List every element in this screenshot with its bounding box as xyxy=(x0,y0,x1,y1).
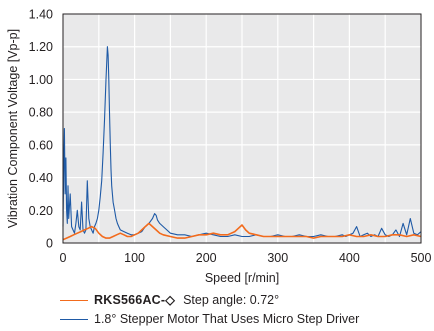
x-tick-label: 500 xyxy=(411,251,432,265)
x-tick-label: 0 xyxy=(60,251,67,265)
y-tick-label: 0.60 xyxy=(29,138,53,152)
legend: RKS566AC-◇ Step angle: 0.72° 1.8° Steppe… xyxy=(60,291,359,329)
x-axis-label: Speed [r/min] xyxy=(205,271,279,285)
y-tick-label: 0 xyxy=(46,237,53,251)
legend-label-blue: 1.8° Stepper Motor That Uses Micro Step … xyxy=(94,312,360,326)
y-tick-label: 1.00 xyxy=(29,73,53,87)
legend-label-orange: RKS566AC-◇ xyxy=(94,293,176,307)
series-line-orange xyxy=(62,222,422,241)
legend-swatch-orange xyxy=(60,300,88,301)
x-tick-label: 200 xyxy=(196,251,217,265)
x-tick-label: 100 xyxy=(124,251,145,265)
y-tick-label: 0.80 xyxy=(29,106,53,120)
tick-labels: 0 100 200 300 400 500 0 0.20 0.40 0.60 0.80 1.00 1.2… xyxy=(29,8,432,266)
legend-swatch-blue xyxy=(60,319,88,320)
x-tick-label: 400 xyxy=(339,251,360,265)
legend-item-orange: RKS566AC-◇ Step angle: 0.72° xyxy=(60,291,359,310)
series-lines xyxy=(62,46,422,241)
vibration-chart: 0 100 200 300 400 500 0 0.20 0.40 0.60 0.80 1.00 1.2… xyxy=(6,8,432,286)
legend-note-orange: Step angle: 0.72° xyxy=(183,293,280,307)
y-tick-label: 1.20 xyxy=(29,40,53,54)
y-axis-label: Vibration Component Voltage [Vp-p] xyxy=(6,29,20,228)
y-tick-label: 0.20 xyxy=(29,204,53,218)
plot-frame xyxy=(62,13,422,244)
y-tick-label: 0.40 xyxy=(29,171,53,185)
y-tick-label: 1.40 xyxy=(29,8,53,22)
x-tick-label: 300 xyxy=(267,251,288,265)
legend-item-blue: 1.8° Stepper Motor That Uses Micro Step … xyxy=(60,310,359,329)
